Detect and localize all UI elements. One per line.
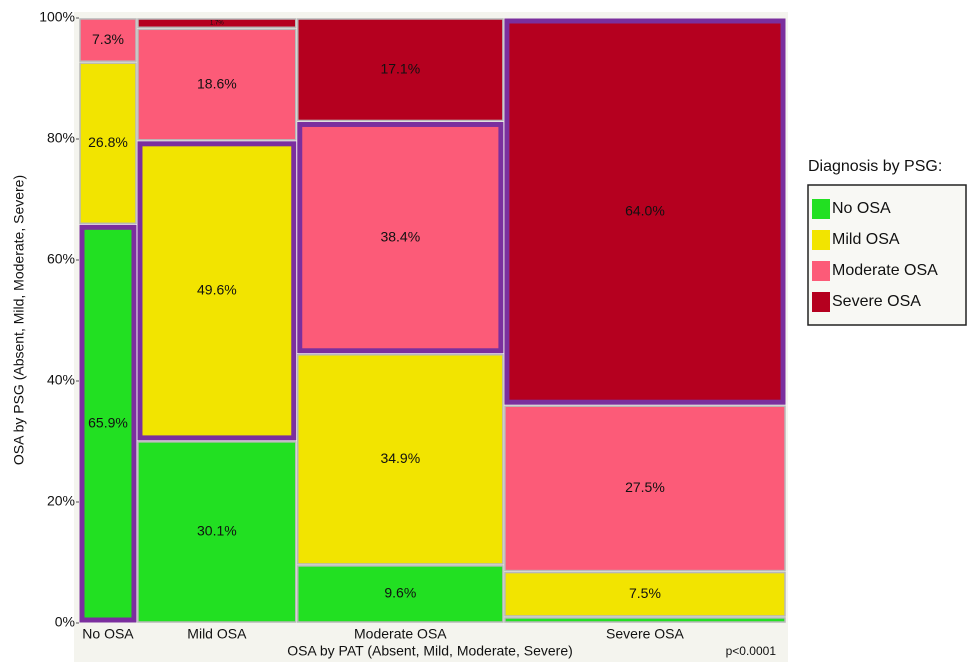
value-label: 26.8%: [88, 134, 128, 150]
y-tick-label: 0%: [55, 614, 75, 630]
mosaic-cell: [504, 18, 786, 405]
mosaic-cell: [137, 441, 297, 623]
legend-label: Severe OSA: [832, 293, 921, 310]
value-label: 64.0%: [625, 202, 665, 218]
value-label: 30.1%: [197, 523, 237, 539]
mosaic-cell: [297, 121, 504, 354]
value-label: 7.3%: [92, 31, 124, 47]
x-axis-title: OSA by PAT (Absent, Mild, Moderate, Seve…: [287, 643, 573, 659]
x-tick-label: Moderate OSA: [354, 626, 447, 642]
annotation: p<0.0001: [726, 644, 777, 658]
mosaic-cell: [297, 565, 504, 623]
legend-label: No OSA: [832, 200, 891, 217]
mosaic-cell: [504, 405, 786, 572]
value-label: 18.6%: [197, 75, 237, 91]
mosaic-cell: [137, 28, 297, 141]
value-label: 27.5%: [625, 479, 665, 495]
legend-label: Mild OSA: [832, 231, 900, 248]
value-label: 34.9%: [380, 450, 420, 466]
mosaic-cell: [79, 224, 137, 623]
y-tick-label: 20%: [47, 493, 75, 509]
mosaic-cell: [504, 617, 786, 623]
mosaic-cell: [297, 18, 504, 122]
mosaic-cell: [137, 141, 297, 441]
x-tick-label: No OSA: [82, 626, 134, 642]
y-tick-label: 100%: [39, 9, 75, 25]
y-tick-label: 40%: [47, 372, 75, 388]
value-label: 17.1%: [380, 60, 420, 76]
legend-title: Diagnosis by PSG:: [808, 158, 942, 175]
y-tick-label: 80%: [47, 130, 75, 146]
legend-swatch: [812, 292, 830, 312]
mosaic-cell: [79, 18, 137, 62]
y-tick-label: 60%: [47, 251, 75, 267]
value-label: 49.6%: [197, 282, 237, 298]
mosaic-cell: [137, 18, 297, 29]
legend-swatch: [812, 230, 830, 250]
mosaic-cell: [79, 62, 137, 225]
y-axis-title: OSA by PSG (Absent, Mild, Moderate, Seve…: [11, 175, 27, 465]
mosaic-cell: [297, 354, 504, 565]
x-tick-label: Mild OSA: [187, 626, 247, 642]
legend-swatch: [812, 199, 830, 219]
legend-swatch: [812, 261, 830, 281]
mosaic-cell: [504, 571, 786, 617]
legend-box: [807, 184, 967, 326]
value-label: 1.7%: [210, 21, 224, 27]
value-label: 9.6%: [384, 585, 416, 601]
value-label: 38.4%: [380, 228, 420, 244]
legend-label: Moderate OSA: [832, 262, 938, 279]
value-label: 65.9%: [88, 414, 128, 430]
x-tick-label: Severe OSA: [606, 626, 684, 642]
value-label: 7.5%: [629, 585, 661, 601]
